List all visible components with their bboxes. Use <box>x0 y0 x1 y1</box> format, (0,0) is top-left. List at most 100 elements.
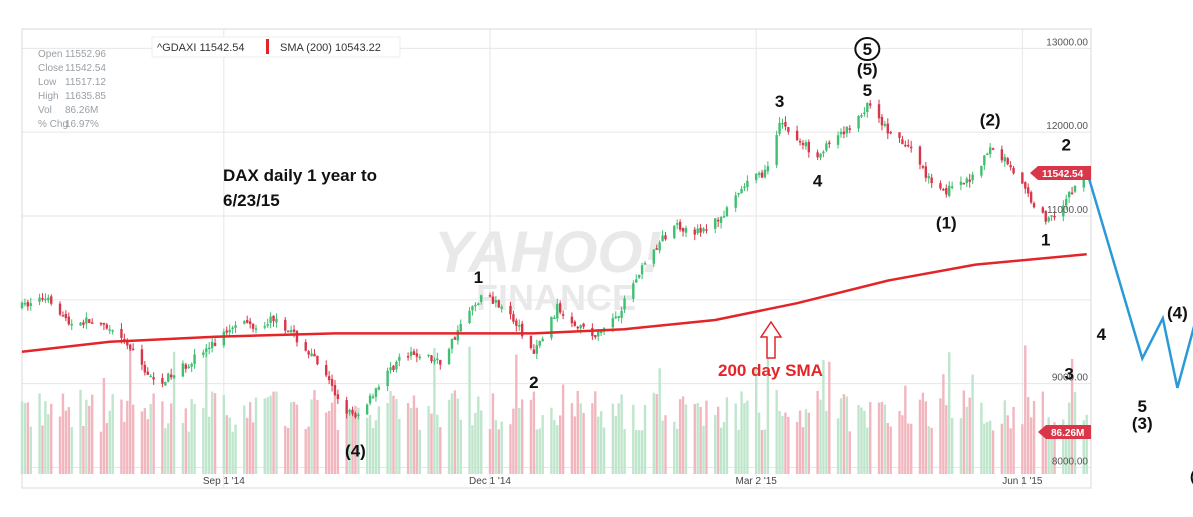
volume-bar <box>942 374 945 474</box>
candle-body <box>535 345 538 354</box>
plot-area <box>22 29 1091 488</box>
candles <box>20 99 1088 420</box>
candle-body <box>696 228 699 234</box>
volume-bar <box>143 408 147 474</box>
candle-body <box>591 327 594 337</box>
volume-bar <box>980 402 983 474</box>
candle-body <box>304 342 307 351</box>
volume-bar <box>725 397 729 474</box>
volume-bar <box>602 427 606 474</box>
candle-body <box>254 328 258 330</box>
volume-bar <box>70 427 73 474</box>
candle-body <box>828 142 831 145</box>
candle-body <box>1082 174 1085 188</box>
candle-body <box>582 323 585 327</box>
volume-bar <box>44 401 47 474</box>
volume-bar <box>673 421 676 474</box>
volume-bar <box>254 397 258 474</box>
candle-body <box>927 175 930 179</box>
volume-bar <box>658 368 661 474</box>
candle-body <box>354 413 357 418</box>
volume-bar <box>1062 419 1065 474</box>
candle-body <box>108 329 111 331</box>
volume-bar <box>246 417 249 474</box>
volume-bar <box>1032 400 1036 474</box>
candle-body <box>784 122 787 127</box>
candle-body <box>99 322 103 325</box>
candle-body <box>436 358 439 361</box>
candle-body <box>538 340 541 346</box>
candle-body <box>573 321 577 326</box>
volume-bar <box>740 391 743 474</box>
candle-body <box>520 323 524 337</box>
volume-bar <box>924 401 928 474</box>
y-tick-label: 13000.00 <box>1046 37 1088 48</box>
wave-label: 4 <box>813 172 823 191</box>
volume-bar <box>146 419 149 474</box>
volume-bar <box>474 412 477 474</box>
candle-body <box>327 376 331 381</box>
candle-body <box>842 131 846 135</box>
projection-line <box>1085 170 1193 389</box>
candle-body <box>716 219 720 222</box>
volume-bar <box>289 402 293 474</box>
candle-body <box>126 340 129 346</box>
volume-bar <box>251 422 255 474</box>
candle-body <box>406 356 410 358</box>
volume-bar <box>699 406 702 474</box>
candle-body <box>991 148 995 150</box>
volume-bar <box>187 431 190 474</box>
volume-bar <box>784 412 787 474</box>
candle-body <box>398 356 401 361</box>
candle-body <box>23 303 27 305</box>
volume-bar <box>99 431 103 474</box>
volume-bar <box>123 421 126 474</box>
volume-bar <box>316 399 319 474</box>
volume-bar <box>883 404 887 474</box>
candle-body <box>149 375 152 378</box>
candle-body <box>886 123 889 134</box>
volume-bar <box>292 401 296 474</box>
volume-bar <box>345 405 348 474</box>
volume-bar <box>535 429 538 474</box>
wave-label: (1) <box>936 214 957 233</box>
candle-body <box>365 404 369 415</box>
volume-bar <box>1029 417 1033 474</box>
candle-body <box>313 353 316 357</box>
volume-badge-value: 86.26M <box>1051 428 1084 439</box>
candle-body <box>948 185 951 196</box>
candle-body <box>579 325 582 329</box>
volume-bar <box>556 425 559 474</box>
volume-bar <box>559 415 562 474</box>
info-label-open: Open <box>38 49 62 60</box>
volume-bar <box>635 430 638 474</box>
info-value-chg: 16.97% <box>65 119 99 130</box>
candle-body <box>333 385 337 396</box>
volume-bar <box>266 397 269 474</box>
volume-bar <box>676 428 679 474</box>
candle-body <box>248 321 252 324</box>
candle-body <box>725 207 729 217</box>
candle-body <box>807 141 811 153</box>
candle-body <box>172 375 176 378</box>
candle-body <box>29 303 32 306</box>
candle-body <box>632 283 635 299</box>
volume-bar <box>696 403 699 474</box>
volume-bar <box>869 402 872 474</box>
watermark-yahoo: YAHOO! <box>434 220 662 285</box>
candle-body <box>924 166 928 178</box>
candle-body <box>1053 215 1056 218</box>
candle-body <box>845 126 849 134</box>
candle-body <box>234 325 237 328</box>
volume-bar <box>550 407 553 474</box>
candle-body <box>676 223 679 225</box>
wave-label: (2) <box>980 110 1001 129</box>
volume-bar <box>886 423 889 474</box>
candle-body <box>348 409 351 413</box>
volume-bar <box>181 422 185 474</box>
candle-body <box>737 192 740 195</box>
volume-bar <box>839 398 843 474</box>
volume-bar <box>787 416 790 474</box>
volume-bar <box>819 399 822 474</box>
candle-body <box>61 315 65 317</box>
